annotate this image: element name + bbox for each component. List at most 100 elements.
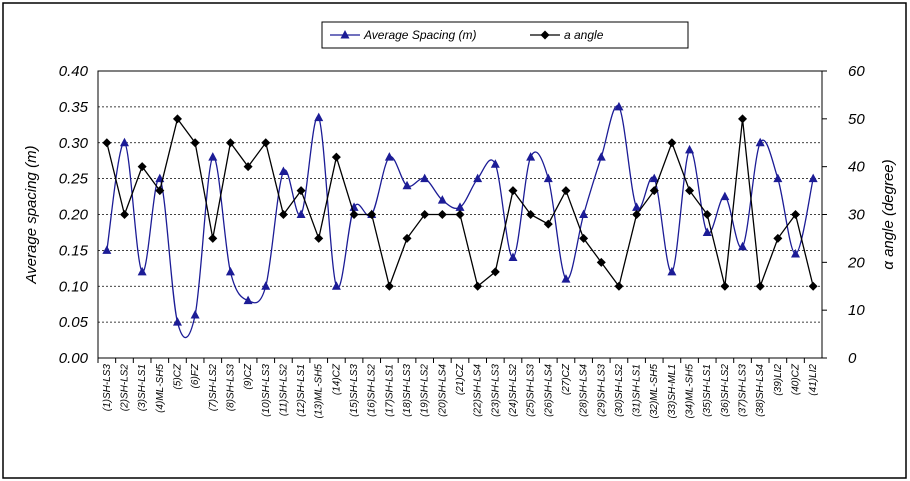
data-point [526,152,536,161]
x-tick-label: (2)SH-LS2 [119,364,130,412]
y-tick-label: 0.25 [59,171,89,188]
data-point [243,295,253,305]
data-point [473,173,483,183]
y-tick-label: 0.15 [59,242,89,259]
y2-tick-label: 10 [848,302,865,319]
x-tick-label: (5)CZ [172,363,183,389]
data-point [473,281,483,291]
y-tick-label: 0.40 [59,63,89,80]
y2-tick-label: 40 [848,159,865,176]
x-tick-label: (30)SH-LS2 [614,364,625,417]
data-point [278,166,288,175]
x-tick-label: (38)SH-LS4 [755,364,766,417]
data-point [190,309,200,319]
x-tick-label: (15)SH-LS3 [349,364,360,417]
data-point [755,281,765,291]
data-point [208,152,218,161]
x-tick-label: (16)SH-LS2 [367,364,378,417]
data-point [190,138,200,148]
y-tick-label: 0.35 [59,99,89,116]
x-tick-label: (6)FZ [190,363,201,388]
data-point [102,138,112,148]
data-point [702,227,712,236]
data-point [278,210,288,219]
data-point [773,173,783,183]
data-point [738,114,748,124]
y-tick-label: 0.05 [59,314,89,331]
y2-tick-label: 60 [848,63,865,80]
data-point [155,186,165,196]
legend-label: a angle [564,28,604,42]
data-point [314,233,324,243]
x-tick-label: (40)CZ [791,363,802,395]
data-point [720,191,730,201]
y-tick-label: 0.10 [59,278,89,295]
x-tick-label: (33)SH-ML1 [667,364,678,418]
data-point [738,241,748,251]
data-point [755,137,765,147]
x-tick-label: (20)SH-LS4 [437,364,448,417]
x-tick-label: (35)SH-LS1 [702,364,713,417]
y2-tick-label: 0 [848,350,857,367]
data-point [773,233,783,243]
x-tick-label: (19)SH-LS2 [420,364,431,417]
data-point [314,112,324,122]
data-point [137,162,147,172]
x-tick-label: (24)SH-LS2 [508,364,519,417]
series-line [106,105,814,339]
data-point [225,138,235,148]
data-point [561,274,571,283]
data-point [543,173,553,183]
data-point [508,186,518,196]
x-tick-label: (12)SH-LS1 [296,364,307,417]
x-tick-label: (3)SH-LS1 [137,364,148,411]
data-point [614,101,624,111]
data-point [685,186,695,196]
data-point [791,248,801,258]
data-point [579,233,589,243]
x-tick-label: (37)SH-LS3 [738,364,749,417]
x-tick-label: (34)ML-SH5 [685,364,696,419]
data-point [102,245,112,254]
data-point [331,281,341,290]
x-tick-label: (14)CZ [331,363,342,395]
data-point [632,210,642,219]
y2-tick-label: 30 [848,207,865,224]
data-point [808,281,818,291]
data-point [384,281,394,291]
x-tick-label: (36)SH-LS2 [720,364,731,417]
legend-label: Average Spacing (m) [363,28,477,42]
data-point [632,202,642,211]
data-point [702,210,712,219]
data-point [791,210,801,219]
x-tick-label: (28)SH-LS4 [579,364,590,417]
data-point [261,281,271,290]
data-point [119,210,129,219]
x-tick-label: (1)SH-LS3 [102,364,113,412]
data-point [667,266,677,276]
data-point [172,317,182,326]
x-tick-label: (18)SH-LS3 [402,364,413,417]
data-point [808,173,818,183]
x-tick-label: (11)SH-LS2 [278,364,289,416]
data-point [649,186,659,196]
legend-box [321,21,689,49]
data-point [402,233,412,243]
data-point [596,257,606,267]
data-point [172,114,182,124]
x-tick-label: (25)SH-LS3 [526,364,537,417]
data-point [455,210,465,219]
legend-marker [340,30,350,39]
y2-tick-label: 20 [847,254,865,271]
data-point [402,180,412,190]
data-point [543,219,553,229]
data-point [508,252,518,262]
x-tick-label: (39)LI2 [773,364,784,396]
data-point [331,152,341,162]
data-point [720,281,730,291]
x-tick-label: (41)LI2 [808,364,819,396]
data-point [367,210,377,219]
data-point [561,186,571,196]
data-point [243,162,253,172]
